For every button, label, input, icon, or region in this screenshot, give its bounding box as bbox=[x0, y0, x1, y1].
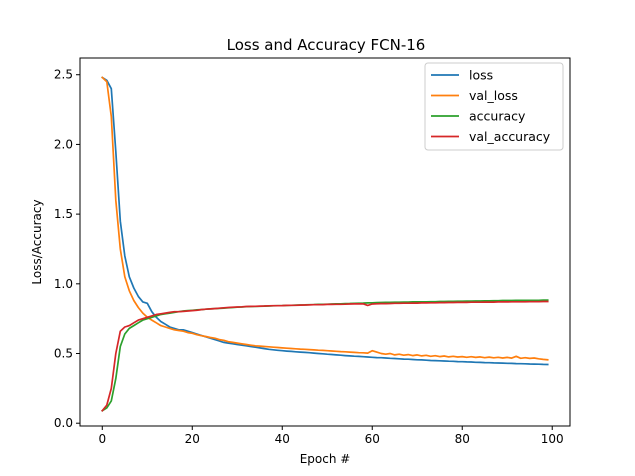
series-line-val-accuracy bbox=[101, 300, 549, 412]
tick-layer: 0 20 40 60 80 100 0.0 0.5 1.0 1.5 2.0 2.5 bbox=[54, 68, 564, 446]
legend-label-val-accuracy: val_accuracy bbox=[469, 129, 551, 144]
x-tick-label: 20 bbox=[185, 432, 200, 446]
y-tick-label: 0.0 bbox=[54, 416, 73, 430]
series-layer bbox=[101, 76, 549, 412]
plot-frame bbox=[79, 57, 571, 427]
y-axis-label: Loss/Accuracy bbox=[30, 199, 44, 284]
y-tick-label: 1.5 bbox=[54, 207, 73, 221]
x-tick-label: 100 bbox=[541, 432, 564, 446]
x-axis-label: Epoch # bbox=[300, 452, 351, 466]
x-tick-label: 60 bbox=[365, 432, 380, 446]
x-tick-label: 0 bbox=[98, 432, 106, 446]
series-line-loss bbox=[101, 76, 549, 366]
x-tick-label: 80 bbox=[455, 432, 470, 446]
legend-label-accuracy: accuracy bbox=[469, 109, 526, 124]
y-tick-label: 1.0 bbox=[54, 277, 73, 291]
legend-label-val-loss: val_loss bbox=[469, 88, 518, 103]
legend-label-loss: loss bbox=[469, 68, 493, 83]
y-tick-label: 2.5 bbox=[54, 68, 73, 82]
series-line-val-loss bbox=[101, 76, 549, 361]
chart-title: Loss and Accuracy FCN-16 bbox=[227, 36, 426, 54]
y-tick-label: 2.0 bbox=[54, 137, 73, 151]
legend: loss val_loss accuracy val_accuracy bbox=[424, 62, 564, 151]
x-tick-label: 40 bbox=[275, 432, 290, 446]
legend-box bbox=[424, 62, 564, 151]
y-tick-label: 0.5 bbox=[54, 347, 73, 361]
